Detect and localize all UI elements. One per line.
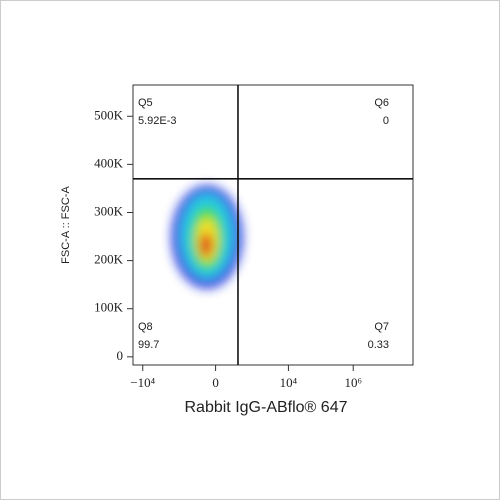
quadrant-value: 5.92E-3 <box>138 115 177 127</box>
y-axis-label: FSC-A :: FSC-A <box>60 186 72 264</box>
x-tick-label: 10⁶ <box>344 375 362 390</box>
quadrant-name: Q7 <box>374 321 389 333</box>
y-tick-label: 200K <box>94 252 124 267</box>
x-tick-label: −10⁴ <box>130 375 155 390</box>
x-axis-label: Rabbit IgG-ABflo® 647 <box>185 399 348 416</box>
y-tick-label: 300K <box>94 203 124 218</box>
quadrant-value: 0.33 <box>368 339 389 351</box>
population-density <box>171 185 243 289</box>
quadrant-value: 99.7 <box>138 339 159 351</box>
quadrant-value: 0 <box>383 115 389 127</box>
y-tick-label: 0 <box>117 348 124 363</box>
y-tick-label: 400K <box>94 155 124 170</box>
plot-frame <box>132 84 414 366</box>
y-tick-label: 500K <box>94 107 124 122</box>
x-tick-label: 0 <box>212 375 219 390</box>
y-tick-label: 100K <box>94 300 124 315</box>
quadrant-name: Q8 <box>138 321 153 333</box>
quadrant-name: Q5 <box>138 97 153 109</box>
quadrant-name: Q6 <box>374 97 389 109</box>
x-tick-label: 10⁴ <box>280 375 298 390</box>
